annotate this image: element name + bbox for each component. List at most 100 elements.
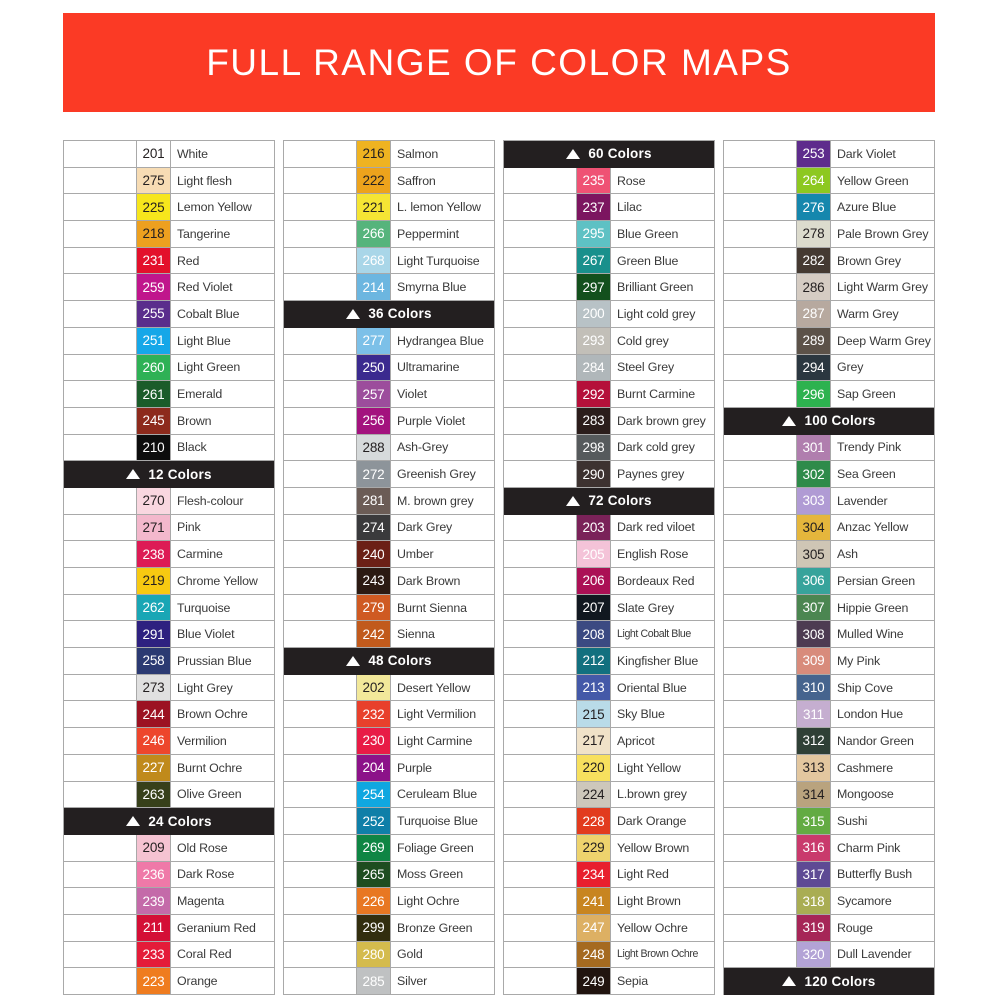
table-row[interactable]: 276 Azure Blue [724, 194, 934, 222]
swatch-test-cell[interactable] [724, 754, 797, 781]
table-row[interactable]: 215 Sky Blue [504, 701, 714, 729]
swatch-test-cell[interactable] [504, 674, 577, 701]
table-row[interactable]: 221 L. lemon Yellow [284, 194, 494, 222]
section-header-row[interactable]: 36 Colors [284, 301, 494, 328]
section-header-row[interactable]: 120 Colors [724, 968, 934, 995]
table-row[interactable]: 255 Cobalt Blue [64, 301, 274, 328]
table-row[interactable]: 244 Brown Ochre [64, 701, 274, 729]
table-row[interactable]: 235 Rose [504, 167, 714, 195]
table-row[interactable]: 220 Light Yellow [504, 754, 714, 782]
table-row[interactable]: 247 Yellow Ochre [504, 914, 714, 942]
swatch-test-cell[interactable] [504, 541, 577, 567]
table-row[interactable]: 275 Light flesh [64, 167, 274, 195]
swatch-test-cell[interactable] [64, 594, 137, 621]
table-row[interactable]: 210 Black [64, 434, 274, 462]
swatch-test-cell[interactable] [504, 861, 577, 888]
swatch-test-cell[interactable] [724, 861, 797, 888]
table-row[interactable]: 229 Yellow Brown [504, 834, 714, 862]
swatch-test-cell[interactable] [724, 568, 797, 594]
table-row[interactable]: 256 Purple Violet [284, 407, 494, 435]
table-row[interactable]: 253 Dark Violet [724, 141, 934, 168]
table-row[interactable]: 232 Light Vermilion [284, 701, 494, 729]
table-row[interactable]: 289 Deep Warm Grey [724, 327, 934, 355]
table-row[interactable]: 222 Saffron [284, 167, 494, 195]
swatch-test-cell[interactable] [724, 674, 797, 701]
swatch-test-cell[interactable] [64, 728, 137, 754]
table-row[interactable]: 283 Dark brown grey [504, 407, 714, 435]
table-row[interactable]: 226 Light Ochre [284, 888, 494, 915]
swatch-test-cell[interactable] [64, 194, 137, 221]
swatch-test-cell[interactable] [64, 914, 137, 941]
table-row[interactable]: 270 Flesh-colour [64, 487, 274, 515]
swatch-test-cell[interactable] [504, 301, 577, 327]
swatch-test-cell[interactable] [64, 514, 137, 541]
table-row[interactable]: 293 Cold grey [504, 327, 714, 355]
swatch-test-cell[interactable] [504, 194, 577, 221]
section-header-row[interactable]: 48 Colors [284, 648, 494, 675]
swatch-test-cell[interactable] [284, 407, 357, 434]
swatch-test-cell[interactable] [64, 888, 137, 914]
swatch-test-cell[interactable] [724, 914, 797, 941]
table-row[interactable]: 242 Sienna [284, 621, 494, 649]
swatch-test-cell[interactable] [64, 941, 137, 968]
swatch-test-cell[interactable] [64, 674, 137, 701]
swatch-test-cell[interactable] [64, 648, 137, 674]
swatch-test-cell[interactable] [284, 914, 357, 941]
table-row[interactable]: 308 Mulled Wine [724, 621, 934, 649]
table-row[interactable]: 257 Violet [284, 381, 494, 408]
table-row[interactable]: 262 Turquoise [64, 594, 274, 622]
swatch-test-cell[interactable] [724, 888, 797, 914]
table-row[interactable]: 282 Brown Grey [724, 247, 934, 275]
swatch-test-cell[interactable] [724, 141, 797, 167]
swatch-test-cell[interactable] [64, 568, 137, 594]
table-row[interactable]: 236 Dark Rose [64, 861, 274, 889]
table-row[interactable]: 208 Light Cobalt Blue [504, 621, 714, 649]
swatch-test-cell[interactable] [724, 541, 797, 567]
table-row[interactable]: 217 Apricot [504, 728, 714, 755]
swatch-test-cell[interactable] [724, 434, 797, 461]
table-row[interactable]: 318 Sycamore [724, 888, 934, 915]
swatch-test-cell[interactable] [504, 247, 577, 274]
swatch-test-cell[interactable] [284, 221, 357, 247]
table-row[interactable]: 209 Old Rose [64, 834, 274, 862]
swatch-test-cell[interactable] [284, 167, 357, 194]
table-row[interactable]: 302 Sea Green [724, 461, 934, 488]
table-row[interactable]: 211 Geranium Red [64, 914, 274, 942]
table-row[interactable]: 316 Charm Pink [724, 834, 934, 862]
table-row[interactable]: 314 Mongoose [724, 781, 934, 809]
swatch-test-cell[interactable] [64, 487, 137, 514]
table-row[interactable]: 304 Anzac Yellow [724, 514, 934, 542]
swatch-test-cell[interactable] [724, 274, 797, 301]
table-row[interactable]: 205 English Rose [504, 541, 714, 568]
swatch-test-cell[interactable] [284, 141, 357, 167]
swatch-test-cell[interactable] [724, 167, 797, 194]
table-row[interactable]: 251 Light Blue [64, 327, 274, 355]
table-row[interactable]: 273 Light Grey [64, 674, 274, 702]
swatch-test-cell[interactable] [724, 194, 797, 221]
swatch-test-cell[interactable] [284, 568, 357, 594]
table-row[interactable]: 267 Green Blue [504, 247, 714, 275]
table-row[interactable]: 264 Yellow Green [724, 167, 934, 195]
table-row[interactable]: 261 Emerald [64, 381, 274, 408]
swatch-test-cell[interactable] [284, 861, 357, 888]
swatch-test-cell[interactable] [64, 834, 137, 861]
swatch-test-cell[interactable] [284, 621, 357, 648]
swatch-test-cell[interactable] [64, 274, 137, 301]
section-header-row[interactable]: 60 Colors [504, 141, 714, 168]
swatch-test-cell[interactable] [284, 274, 357, 301]
table-row[interactable]: 218 Tangerine [64, 221, 274, 248]
table-row[interactable]: 313 Cashmere [724, 754, 934, 782]
table-row[interactable]: 260 Light Green [64, 354, 274, 382]
swatch-test-cell[interactable] [284, 194, 357, 221]
table-row[interactable]: 306 Persian Green [724, 568, 934, 595]
table-row[interactable]: 309 My Pink [724, 648, 934, 675]
table-row[interactable]: 258 Prussian Blue [64, 648, 274, 675]
table-row[interactable]: 310 Ship Cove [724, 674, 934, 702]
table-row[interactable]: 298 Dark cold grey [504, 434, 714, 462]
table-row[interactable]: 284 Steel Grey [504, 354, 714, 382]
swatch-test-cell[interactable] [724, 594, 797, 621]
table-row[interactable]: 246 Vermilion [64, 728, 274, 755]
table-row[interactable]: 268 Light Turquoise [284, 247, 494, 275]
swatch-test-cell[interactable] [64, 434, 137, 461]
swatch-test-cell[interactable] [64, 141, 137, 167]
